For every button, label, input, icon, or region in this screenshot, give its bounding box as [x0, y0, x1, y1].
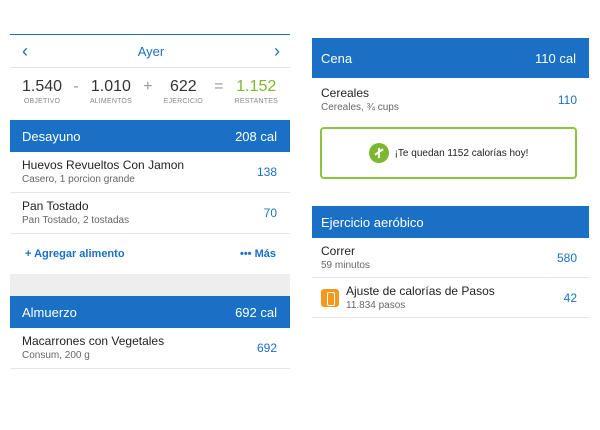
dinner-title: Cena — [321, 50, 353, 66]
breakfast-calories: 208 cal — [235, 128, 277, 144]
exercise-value: 622 — [169, 78, 197, 95]
exercise-header[interactable]: Ejercicio aeróbico — [312, 206, 589, 238]
food-row-toast[interactable]: Pan Tostado Pan Tostado, 2 tostadas 70 — [10, 193, 290, 234]
exercise-row-steps[interactable]: Ajuste de calorías de Pasos 11.834 pasos… — [312, 278, 589, 318]
food-row-macaroni[interactable]: Macarrones con Vegetales Consum, 200 g 6… — [10, 328, 290, 369]
remaining-summary: 1.152 RESTANTES — [235, 78, 278, 105]
breakfast-title: Desayuno — [22, 128, 81, 144]
exercise-title: Ejercicio aeróbico — [321, 214, 424, 230]
breakfast-header[interactable]: Desayuno 208 cal — [10, 120, 290, 152]
food-row-eggs[interactable]: Huevos Revueltos Con Jamon Casero, 1 por… — [10, 152, 290, 193]
exercise-summary: 622 EJERCICIO — [164, 78, 203, 105]
goal-label: OBJETIVO — [23, 98, 61, 105]
exercise-name: Correr — [321, 243, 356, 258]
exercise-calories: 580 — [556, 250, 577, 265]
food-name: Cereales — [321, 86, 370, 100]
food-detail: Consum, 200 g — [22, 350, 90, 361]
add-food-button[interactable]: + Agregar alimento — [25, 248, 125, 260]
food-calories: 110 — [557, 93, 577, 107]
calorie-summary: 1.540 OBJETIVO - 1.010 ALIMENTOS + 622 E… — [10, 68, 290, 120]
food-name: Huevos Revueltos Con Jamon — [22, 158, 185, 172]
date-title[interactable]: Ayer — [137, 43, 165, 59]
food-summary: 1.010 ALIMENTOS — [90, 78, 132, 105]
food-calories: 692 — [256, 341, 277, 355]
section-divider — [10, 274, 290, 296]
exercise-calories: 42 — [563, 290, 577, 305]
food-detail: Casero, 1 porcion grande — [22, 174, 135, 185]
breakfast-actions: + Agregar alimento ••• Más — [10, 234, 290, 274]
food-calories: 70 — [263, 206, 277, 220]
lunch-header[interactable]: Almuerzo 692 cal — [10, 296, 290, 328]
food-detail: Cereales, ¾ cups — [321, 102, 399, 113]
remaining-label: RESTANTES — [234, 98, 278, 105]
food-name: Macarrones con Vegetales — [22, 334, 165, 348]
exercise-row-running[interactable]: Correr 59 minutos 580 — [312, 238, 589, 278]
goal-value: 1.540 — [22, 78, 63, 95]
lunch-calories: 692 cal — [235, 304, 277, 320]
date-navbar: ‹ Ayer › — [10, 35, 290, 68]
exercise-label: EJERCICIO — [163, 98, 203, 105]
remaining-calories-banner: ¡Te quedan 1152 calorías hoy! — [320, 127, 577, 179]
exercise-detail: 11.834 pasos — [346, 299, 406, 311]
dinner-calories: 110 cal — [535, 50, 576, 66]
exercise-detail: 59 minutos — [321, 259, 370, 271]
lunch-title: Almuerzo — [22, 304, 77, 320]
food-value: 1.010 — [90, 78, 131, 95]
phone-steps-icon — [321, 288, 339, 307]
more-button[interactable]: ••• Más — [239, 248, 276, 260]
dinner-header[interactable]: Cena 110 cal — [312, 38, 589, 78]
chevron-right-icon[interactable]: › — [274, 41, 280, 61]
minus-operator: - — [73, 78, 79, 95]
scale-icon — [368, 143, 389, 163]
food-label: ALIMENTOS — [89, 98, 132, 105]
food-detail: Pan Tostado, 2 tostadas — [22, 215, 130, 226]
food-calories: 138 — [256, 165, 277, 179]
food-row-cereal[interactable]: Cereales Cereales, ¾ cups 110 — [312, 78, 589, 122]
remaining-value: 1.152 — [236, 78, 277, 95]
exercise-name: Ajuste de calorías de Pasos — [346, 283, 495, 298]
equals-operator: = — [214, 78, 224, 95]
diary-panel-right: Cena 110 cal Cereales Cereales, ¾ cups 1… — [312, 38, 589, 328]
chevron-left-icon[interactable]: ‹ — [22, 41, 28, 61]
banner-text: ¡Te quedan 1152 calorías hoy! — [394, 147, 529, 159]
goal-summary: 1.540 OBJETIVO — [22, 78, 62, 105]
diary-panel-left: ‹ Ayer › 1.540 OBJETIVO - 1.010 ALIMENTO… — [10, 34, 290, 374]
food-name: Pan Tostado — [22, 199, 89, 213]
plus-operator: + — [143, 78, 153, 95]
